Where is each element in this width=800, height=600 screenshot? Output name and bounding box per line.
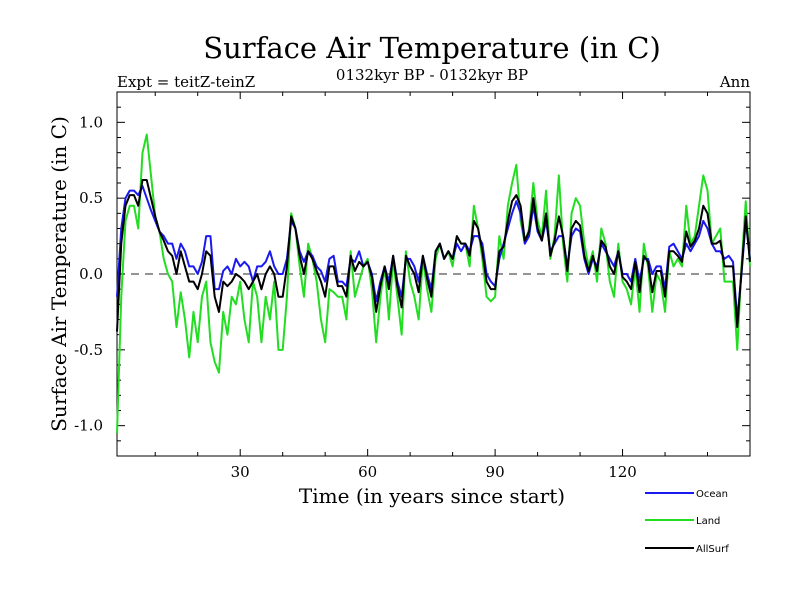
y-axis-label: Surface Air Temperature (in C) [47, 116, 71, 432]
x-tick-label: 90 [486, 463, 505, 481]
legend-label-ocean: Ocean [696, 489, 728, 500]
experiment-label: Expt = teitZ-teinZ [117, 73, 255, 91]
period-label: 0132kyr BP - 0132kyr BP [336, 66, 528, 84]
y-tick-label: 1.0 [79, 113, 103, 131]
series-line-allsurf [116, 178, 751, 332]
y-tick-label: 0.5 [79, 189, 103, 207]
chart-title: Surface Air Temperature (in C) [203, 31, 661, 65]
legend: Ocean Land AllSurf [645, 489, 729, 555]
series-line-ocean [116, 185, 751, 321]
x-tick-label: 120 [608, 463, 637, 481]
y-tick-label: 0.0 [79, 265, 103, 283]
x-axis-label: Time (in years since start) [299, 484, 565, 508]
x-tick-label: 60 [358, 463, 377, 481]
season-label: Ann [719, 73, 750, 91]
y-tick-label: -1.0 [74, 417, 103, 435]
legend-label-allsurf: AllSurf [696, 544, 729, 555]
y-tick-label: -0.5 [74, 341, 103, 359]
data-series [116, 133, 751, 434]
legend-label-land: Land [696, 516, 720, 527]
axis-ticks: 30 60 90 120 -1.0 -0.5 0.0 0.5 1.0 [74, 92, 751, 481]
series-line-land [116, 133, 751, 434]
x-tick-label: 30 [231, 463, 250, 481]
